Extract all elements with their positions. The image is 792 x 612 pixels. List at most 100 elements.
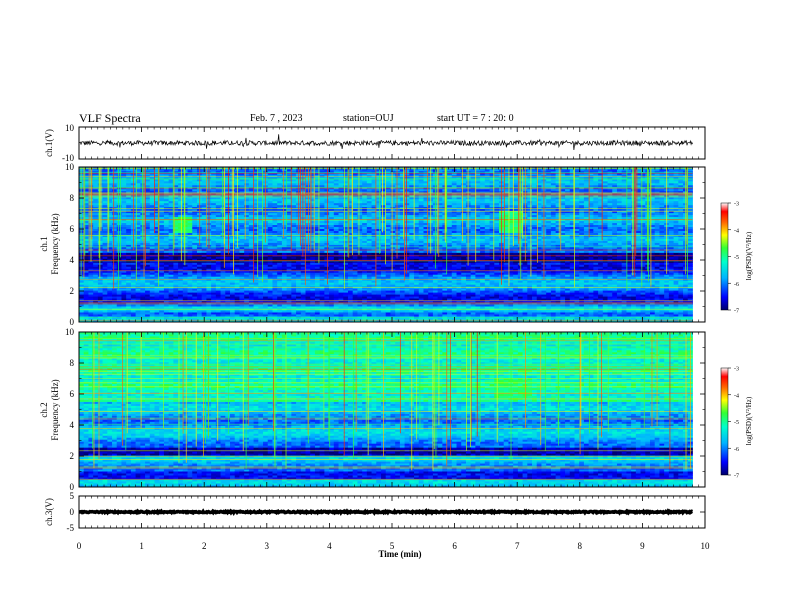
spectrogram-cell: [267, 302, 273, 305]
spectrogram-cell: [239, 214, 245, 218]
spectrogram-cell: [163, 270, 170, 273]
spectrogram-cell: [149, 226, 155, 230]
spectrogram-cell: [154, 170, 160, 174]
spectrogram-cell: [145, 246, 151, 249]
spectrogram-cell: [201, 284, 207, 287]
spectrogram-cell: [145, 222, 151, 226]
spectrogram-cell: [244, 246, 250, 249]
spectrogram-cell: [192, 222, 198, 226]
spectrogram-cell: [182, 232, 188, 235]
spectrogram-cell: [230, 318, 236, 321]
spectrogram-cell: [253, 270, 259, 273]
spectrogram-cell: [173, 306, 179, 309]
spectrogram-cell: [112, 314, 118, 317]
spectrogram-cell: [97, 234, 103, 237]
spectrogram-cell: [201, 214, 207, 218]
spectrogram-cell: [173, 266, 179, 269]
spectrogram-cell: [168, 250, 174, 253]
spectrogram-cell: [178, 260, 184, 263]
spectrogram-cell: [201, 184, 207, 188]
spectrogram-cell: [168, 302, 174, 305]
spectrogram-cell: [263, 314, 269, 317]
spectrogram-cell: [220, 174, 226, 178]
spectrogram-cell: [159, 306, 165, 309]
spectrogram-cell: [97, 306, 103, 309]
spectrogram-cell: [192, 266, 198, 269]
spectrogram-cell: [239, 188, 245, 192]
spectrogram-cell: [107, 262, 113, 265]
spectrogram-cell: [239, 222, 245, 226]
spectrogram-cell: [201, 210, 207, 214]
spectrogram-cell: [248, 214, 255, 218]
spectrogram-cell: [192, 242, 198, 245]
spectrogram-cell: [79, 250, 85, 253]
spectrogram-cell: [126, 204, 132, 208]
spectrogram-cell: [196, 284, 203, 287]
spectrogram-cell: [201, 170, 207, 174]
spectrogram-cell: [121, 296, 127, 299]
spectrogram-cell: [145, 230, 151, 233]
spectrogram-cell: [201, 292, 207, 295]
spectrogram-cell: [196, 266, 203, 269]
spectrogram-cell: [244, 294, 250, 297]
spectrogram-cell: [145, 208, 151, 212]
spectrogram-cell: [258, 306, 264, 309]
spectrogram-cell: [145, 312, 151, 315]
spectrogram-cell: [187, 274, 193, 277]
spectrogram-cell: [173, 208, 179, 212]
spectrogram-cell: [102, 264, 108, 267]
spectrogram-cell: [253, 180, 259, 184]
spectrogram-cell: [234, 272, 240, 275]
spectrogram-cell: [79, 198, 85, 202]
spectrogram-cell: [140, 316, 146, 319]
spectrogram-cell: [163, 214, 170, 218]
spectrogram-cell: [220, 228, 226, 231]
spectrogram-cell: [173, 230, 179, 233]
spectrogram-cell: [126, 178, 132, 182]
spectrogram-cell: [168, 174, 174, 178]
spectrogram-cell: [116, 316, 122, 319]
spectrogram-cell: [145, 274, 151, 277]
spectrogram-cell: [267, 270, 273, 273]
spectrogram-cell: [206, 260, 212, 263]
spectrogram-cell: [248, 240, 255, 243]
spectrogram-cell: [258, 196, 264, 200]
spectrogram-cell: [154, 202, 160, 206]
spectrogram-cell: [116, 284, 122, 287]
spectrogram-cell: [102, 170, 108, 174]
spectrogram-cell: [93, 318, 99, 321]
spectrogram-cell: [182, 280, 188, 283]
spectrogram-cell: [239, 194, 245, 198]
spectrogram-cell: [102, 244, 108, 247]
spectrogram-cell: [163, 212, 170, 216]
spectrogram-cell: [239, 198, 245, 202]
spectrogram-cell: [112, 212, 118, 216]
spectrogram-cell: [230, 312, 236, 315]
spectrogram-cell: [121, 252, 127, 255]
spectrogram-cell: [178, 212, 184, 216]
spectrogram-cell: [178, 194, 184, 198]
spectrogram-cell: [154, 214, 160, 218]
spectrogram-cell: [258, 262, 264, 265]
spectrogram-cell: [154, 234, 160, 237]
spectrogram-cell: [112, 304, 118, 307]
spectrogram-cell: [130, 256, 137, 259]
spectrogram-cell: [248, 290, 255, 293]
spectrogram-cell: [267, 284, 273, 287]
spectrogram-cell: [173, 280, 179, 283]
spectrogram-cell: [206, 304, 212, 307]
spectrogram-cell: [102, 306, 108, 309]
spectrogram-cell: [201, 212, 207, 216]
spectrogram-cell: [253, 182, 259, 186]
spectrogram-cell: [178, 306, 184, 309]
spectrogram-cell: [215, 318, 221, 321]
spectrogram-cell: [154, 180, 160, 184]
spectrogram-cell: [168, 214, 174, 218]
spectrogram-cell: [258, 224, 264, 228]
spectrogram-cell: [225, 272, 231, 275]
spectrogram-cell: [79, 282, 85, 285]
spectrogram-cell: [215, 236, 221, 239]
spectrogram-cell: [215, 208, 221, 212]
spectrogram-cell: [145, 264, 151, 267]
spectrogram-cell: [116, 230, 122, 233]
